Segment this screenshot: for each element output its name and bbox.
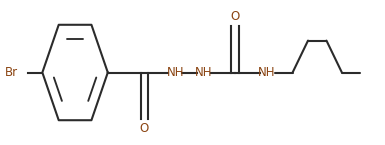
Text: NH: NH bbox=[258, 66, 276, 79]
Text: Br: Br bbox=[5, 66, 18, 79]
Text: NH: NH bbox=[166, 66, 184, 79]
Text: O: O bbox=[230, 10, 239, 23]
Text: O: O bbox=[140, 122, 149, 135]
Text: NH: NH bbox=[195, 66, 213, 79]
